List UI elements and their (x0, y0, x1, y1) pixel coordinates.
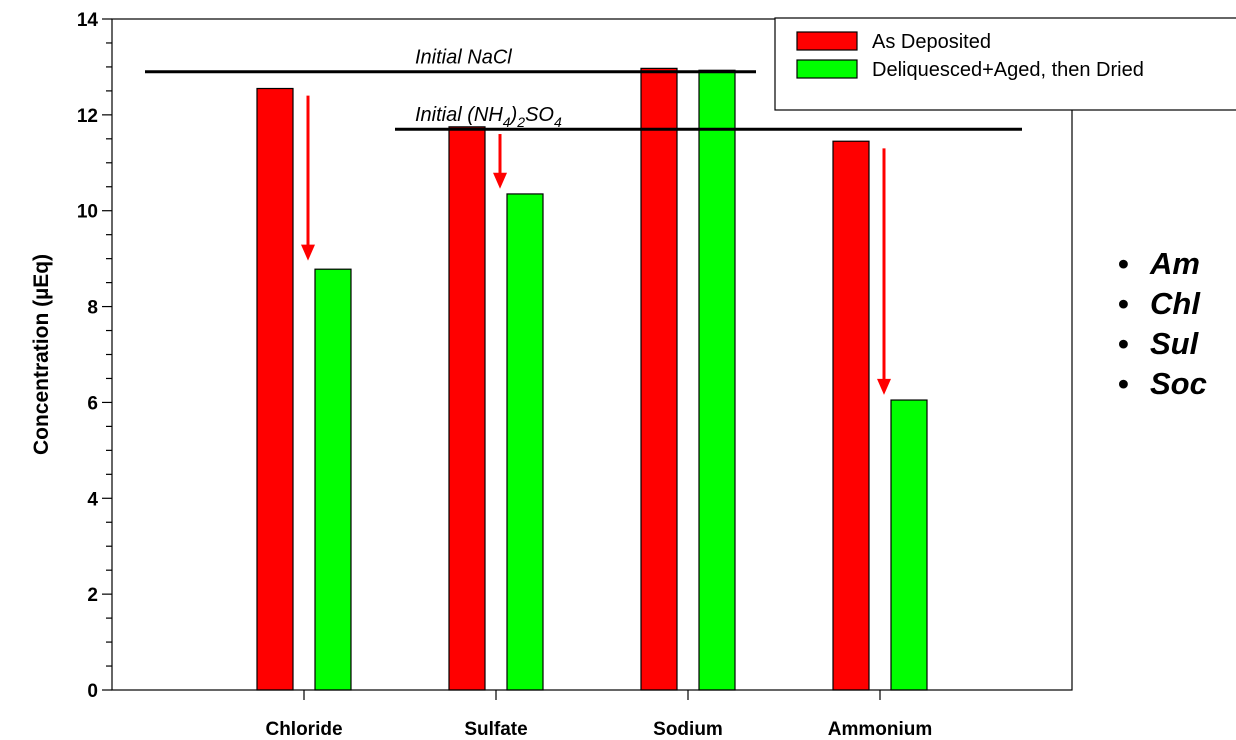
bullet-text: Sul (1150, 326, 1199, 361)
legend-label: As Deposited (872, 31, 991, 53)
x-tick-label: Sodium (653, 719, 723, 740)
y-tick-label: 2 (87, 585, 98, 606)
y-tick-label: 6 (87, 393, 98, 414)
legend-swatch (796, 31, 858, 51)
plot-frame (111, 18, 1073, 691)
bar (640, 67, 678, 691)
y-axis-label: Concentration (µEq) (30, 254, 53, 455)
x-tick-label: Ammonium (828, 719, 933, 740)
legend-swatch (796, 59, 858, 79)
y-tick-label: 0 (87, 681, 98, 702)
bullet-list: • Am • Chl • Sul • Soc (1118, 244, 1207, 404)
bullet-item: • Sul (1118, 326, 1199, 361)
bar (506, 193, 544, 691)
bar (448, 126, 486, 691)
bullet-text: Chl (1150, 286, 1200, 321)
arrow-head (301, 244, 315, 261)
bar (314, 268, 352, 691)
legend: As Deposited Deliquesced+Aged, then Dried (774, 17, 1236, 111)
bar (698, 69, 736, 691)
reference-lines-layer: Initial NaCl Initial (NH4)2SO4 (145, 47, 1022, 131)
y-tick-label: 4 (87, 489, 98, 510)
y-tick-label: 8 (87, 298, 98, 319)
arrows-layer (301, 95, 891, 395)
reference-label: Initial NaCl (415, 47, 512, 69)
bar (832, 140, 870, 691)
arrow-head (493, 172, 507, 189)
x-tick-label: Chloride (265, 719, 342, 740)
bar (256, 87, 294, 691)
bullet-item: • Soc (1118, 366, 1207, 401)
bullet-item: • Chl (1118, 286, 1200, 321)
y-tick-label: 14 (77, 10, 99, 31)
axes-layer: 0 2 4 6 8 10 12 14 Chloride Sulfate Sodium Ammonium… (30, 10, 1073, 740)
y-tick-label: 10 (77, 202, 98, 223)
arrow-head (877, 378, 891, 395)
bullet-text: Soc (1150, 366, 1207, 401)
bullet-item: • Am (1118, 246, 1200, 281)
bar (890, 399, 928, 691)
bullet-text: Am (1150, 246, 1200, 281)
legend-label: Deliquesced+Aged, then Dried (872, 59, 1144, 81)
y-tick-label: 12 (77, 106, 98, 127)
reference-label: Initial (NH4)2SO4 (415, 104, 562, 130)
bars-layer (256, 67, 928, 691)
x-tick-label: Sulfate (464, 719, 527, 740)
